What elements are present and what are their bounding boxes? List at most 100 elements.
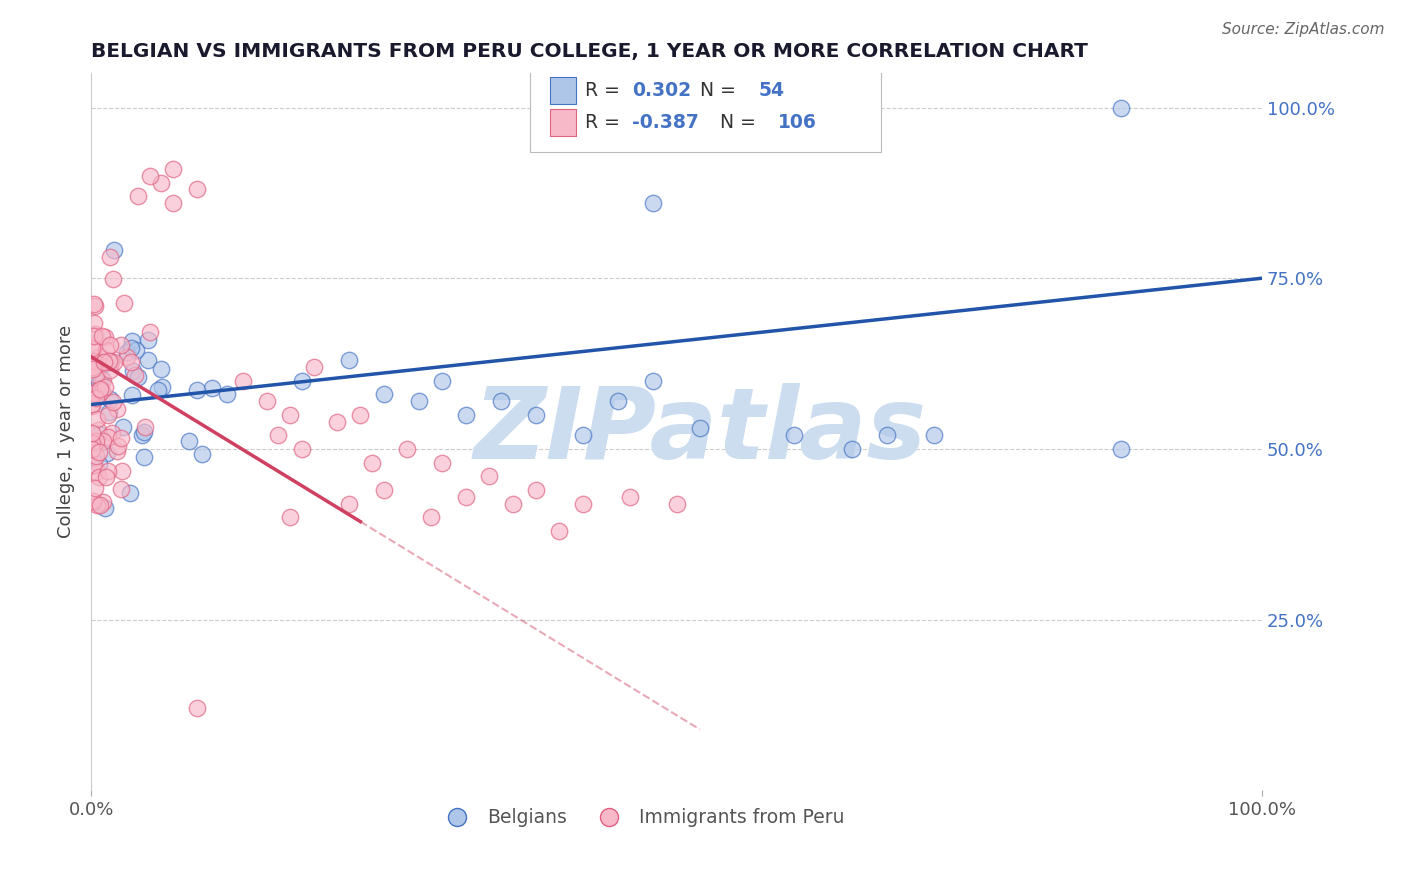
Point: [86, 498, 108, 512]
Point: [419, 510, 441, 524]
Point: [134, 450, 156, 464]
Point: [454, 408, 477, 422]
Text: ZIPatlas: ZIPatlas: [474, 384, 927, 481]
Point: [83, 297, 105, 311]
Point: [186, 182, 208, 196]
Point: [607, 394, 630, 409]
Point: [86, 412, 108, 426]
Point: [103, 394, 125, 409]
Point: [179, 434, 201, 449]
Point: [83, 299, 105, 313]
Point: [454, 490, 477, 504]
Point: [186, 383, 208, 397]
Point: [82, 360, 104, 375]
Point: [572, 496, 595, 510]
Point: [91, 434, 114, 448]
Point: [82, 341, 104, 355]
Point: [90, 372, 112, 386]
Point: [162, 196, 184, 211]
Point: [432, 456, 454, 470]
Point: [131, 427, 153, 442]
Text: R =: R =: [585, 81, 626, 100]
Text: N =: N =: [688, 81, 742, 100]
Point: [396, 442, 419, 456]
Point: [619, 490, 641, 504]
Point: [91, 384, 114, 398]
Point: [524, 483, 547, 497]
Point: [89, 445, 111, 459]
Point: [432, 374, 454, 388]
Point: [643, 196, 665, 211]
Point: [337, 353, 360, 368]
Point: [232, 374, 254, 388]
Point: [89, 349, 111, 363]
Point: [83, 326, 105, 341]
Legend: Belgians, Immigrants from Peru: Belgians, Immigrants from Peru: [432, 801, 852, 835]
Point: [124, 368, 146, 382]
Point: [572, 428, 595, 442]
Point: [373, 387, 395, 401]
Point: [82, 436, 104, 450]
Point: [136, 333, 159, 347]
Point: [96, 446, 118, 460]
Point: [80, 399, 103, 413]
Point: [349, 408, 371, 422]
Point: [84, 368, 107, 383]
Point: [82, 343, 104, 357]
Point: [148, 383, 170, 397]
Point: [110, 431, 132, 445]
Point: [84, 380, 107, 394]
Text: 0.302: 0.302: [633, 81, 692, 100]
Point: [100, 250, 122, 264]
Point: [150, 176, 173, 190]
Point: [373, 483, 395, 497]
Point: [149, 362, 172, 376]
Point: [93, 379, 115, 393]
Point: [87, 457, 110, 471]
Point: [87, 426, 110, 441]
Point: [83, 316, 105, 330]
Point: [84, 449, 107, 463]
Point: [91, 495, 114, 509]
Point: [83, 329, 105, 343]
Bar: [550, 109, 576, 136]
Point: [87, 376, 110, 391]
Point: [94, 330, 117, 344]
Point: [83, 458, 105, 473]
Point: [127, 369, 149, 384]
Text: BELGIAN VS IMMIGRANTS FROM PERU COLLEGE, 1 YEAR OR MORE CORRELATION CHART: BELGIAN VS IMMIGRANTS FROM PERU COLLEGE,…: [91, 42, 1088, 61]
Point: [524, 408, 547, 422]
Point: [115, 351, 138, 365]
Point: [82, 426, 104, 441]
Point: [89, 498, 111, 512]
FancyBboxPatch shape: [530, 70, 882, 153]
Point: [86, 384, 108, 398]
Point: [82, 494, 104, 508]
Point: [98, 405, 121, 419]
Point: [94, 343, 117, 357]
Point: [291, 374, 314, 388]
Text: 54: 54: [758, 81, 785, 100]
Point: [689, 421, 711, 435]
Point: [134, 425, 156, 440]
Point: [121, 388, 143, 402]
Point: [408, 394, 430, 409]
Point: [337, 496, 360, 510]
Bar: [550, 77, 576, 104]
Text: R =: R =: [585, 112, 626, 132]
Text: Source: ZipAtlas.com: Source: ZipAtlas.com: [1222, 22, 1385, 37]
Point: [278, 408, 301, 422]
Point: [115, 345, 138, 359]
Point: [82, 397, 104, 411]
Point: [1111, 101, 1133, 115]
Point: [112, 420, 135, 434]
Y-axis label: College, 1 year or more: College, 1 year or more: [58, 326, 75, 539]
Point: [84, 391, 107, 405]
Point: [922, 428, 945, 442]
Point: [84, 434, 107, 448]
Point: [120, 355, 142, 369]
Point: [98, 338, 121, 352]
Point: [256, 394, 278, 409]
Point: [103, 244, 125, 258]
Point: [134, 420, 156, 434]
